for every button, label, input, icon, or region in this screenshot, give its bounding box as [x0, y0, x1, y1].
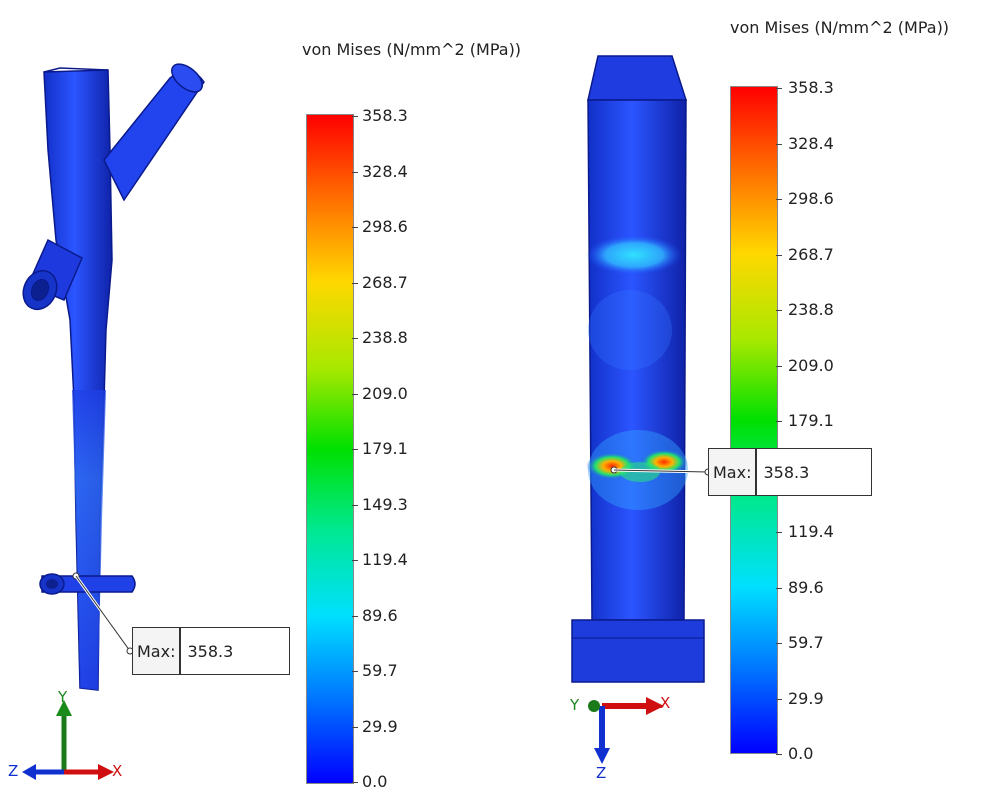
right-tick-label: 209.0 [788, 355, 834, 375]
left-axis-z-label: Z [8, 762, 19, 780]
left-tick-mark [352, 227, 358, 228]
left-tick-label: 59.7 [362, 661, 398, 680]
right-tick-label: 89.6 [788, 577, 824, 597]
left-tick-mark [352, 615, 358, 617]
left-axis-x-label: X [112, 762, 123, 780]
right-legend-title: von Mises (N/mm^2 (MPa)) [730, 18, 950, 37]
left-tick-mark [352, 282, 358, 284]
left-tick-mark [352, 171, 358, 173]
right-max-label: Max: [709, 449, 758, 495]
right-tick-label: 179.1 [788, 411, 834, 430]
left-tick-label: 238.8 [362, 328, 408, 347]
right-max-value: 358.3 [763, 462, 810, 482]
left-tick-label: 328.4 [362, 161, 408, 181]
left-tick-mark [352, 782, 358, 783]
right-tick-label: 358.3 [788, 78, 834, 97]
left-axis-y-label: Y [58, 688, 68, 706]
left-fea-model [22, 63, 205, 691]
right-tick-mark [776, 199, 782, 200]
left-tick-label: 268.7 [362, 272, 408, 292]
left-tick-mark [352, 449, 358, 450]
right-tick-mark [776, 421, 782, 422]
right-tick-label: 29.9 [788, 688, 824, 708]
right-axis-triad [588, 697, 664, 764]
right-tick-mark [776, 698, 782, 700]
right-color-bar [730, 86, 778, 754]
right-tick-label: 268.7 [788, 244, 834, 264]
left-tick-label: 209.0 [362, 383, 408, 403]
left-tick-mark [352, 726, 358, 728]
left-tick-mark [352, 116, 358, 117]
left-max-callout: Max: 358.3 [132, 627, 290, 675]
right-tick-label: 298.6 [788, 189, 834, 208]
right-tick-mark [776, 143, 782, 145]
right-tick-mark [776, 88, 782, 89]
left-tick-label: 358.3 [362, 106, 408, 125]
right-axis-y-label: Y [570, 696, 580, 714]
left-tick-mark [352, 393, 358, 395]
right-tick-label: 238.8 [788, 300, 834, 319]
left-tick-label: 119.4 [362, 550, 408, 569]
right-axis-x-label: X [660, 694, 671, 712]
left-tick-mark [352, 671, 358, 672]
left-axis-triad [22, 700, 114, 780]
right-tick-label: 119.4 [788, 522, 834, 541]
right-tick-label: 0.0 [788, 744, 814, 763]
right-tick-mark [776, 587, 782, 589]
left-tick-label: 89.6 [362, 605, 398, 625]
left-tick-mark [352, 338, 358, 339]
left-color-bar [306, 114, 354, 784]
right-tick-mark [776, 254, 782, 256]
left-tick-label: 149.3 [362, 494, 408, 514]
left-tick-label: 298.6 [362, 217, 408, 236]
left-tick-mark [352, 504, 358, 506]
right-tick-mark [776, 532, 782, 533]
left-tick-label: 179.1 [362, 439, 408, 458]
right-axis-z-label: Z [596, 764, 607, 782]
right-tick-label: 328.4 [788, 133, 834, 153]
right-tick-mark [776, 754, 782, 755]
right-tick-label: 59.7 [788, 633, 824, 652]
right-tick-mark [776, 365, 782, 367]
left-tick-label: 29.9 [362, 716, 398, 736]
left-tick-mark [352, 560, 358, 561]
right-tick-mark [776, 643, 782, 644]
left-tick-label: 0.0 [362, 772, 388, 791]
left-legend-title: von Mises (N/mm^2 (MPa)) [302, 40, 522, 59]
left-max-label: Max: [133, 628, 182, 674]
right-max-callout: Max: 358.3 [708, 448, 872, 496]
left-max-value: 358.3 [187, 641, 234, 661]
right-fea-model [571, 55, 712, 683]
right-tick-mark [776, 310, 782, 311]
